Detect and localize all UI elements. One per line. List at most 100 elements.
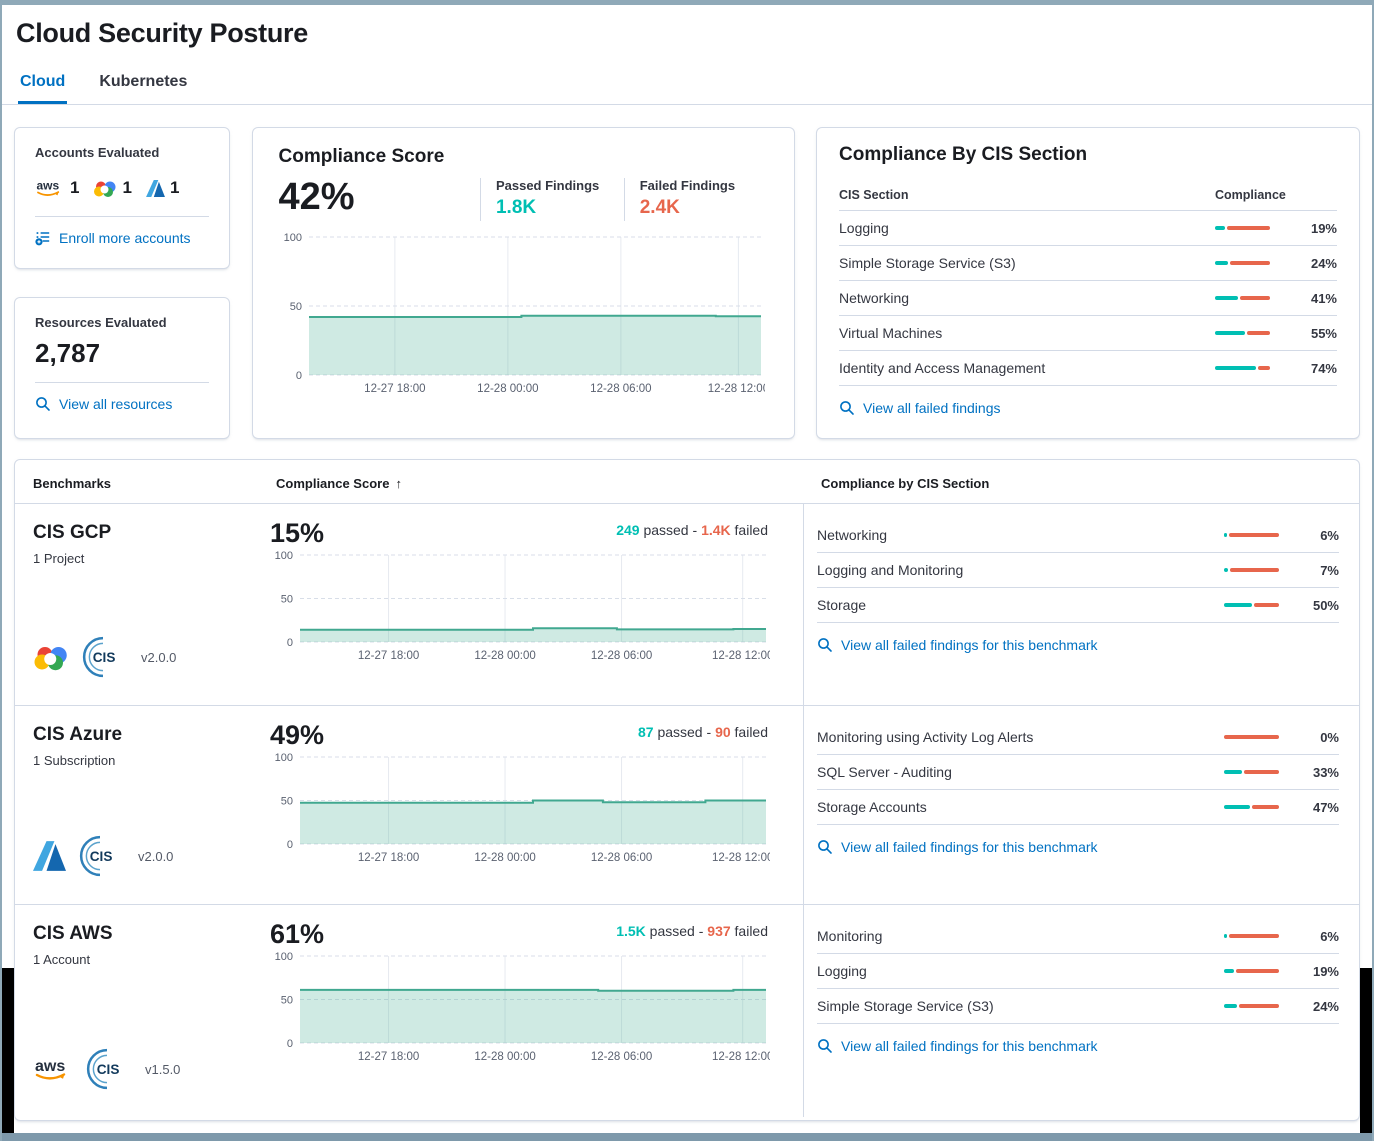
svg-text:CIS: CIS [90, 849, 113, 864]
benchmark-info: CIS GCP 1 Project CIS v2.0 [15, 504, 258, 705]
gcp-account-count: 1 [93, 178, 132, 198]
svg-text:12-28 00:00: 12-28 00:00 [474, 650, 535, 662]
compliance-bar [1224, 533, 1279, 537]
benchmark-trend-chart: 0 50 100 12-27 18:00 12-28 00:00 12-28 06:00 1… [270, 751, 803, 871]
compliance-score-chart: 0 50 100 12-27 18:00 12-28 00:00 12-28 06:00 1… [279, 231, 768, 402]
benchmark-sections-cell: Networking 6% Logging and Monitoring 7% … [803, 504, 1359, 705]
compliance-bar [1224, 735, 1279, 739]
page-title: Cloud Security Posture [16, 18, 308, 48]
table-row: Identity and Access Management 74% [839, 351, 1337, 386]
table-row: Simple Storage Service (S3) 24% [839, 246, 1337, 281]
failed-findings-value: 2.4K [639, 197, 680, 218]
svg-text:12-28 06:00: 12-28 06:00 [591, 650, 652, 662]
search-icon [36, 397, 50, 411]
compliance-bar [1224, 805, 1279, 809]
svg-text:aws: aws [35, 1058, 65, 1075]
svg-text:CIS: CIS [93, 650, 116, 665]
table-row: Networking 41% [839, 281, 1337, 316]
svg-text:100: 100 [275, 951, 293, 963]
compliance-by-cis-section-card: Compliance By CIS Section CIS Section Co… [816, 127, 1360, 439]
tab-cloud[interactable]: Cloud [18, 69, 68, 104]
svg-text:50: 50 [281, 995, 293, 1007]
view-benchmark-failed-findings-link[interactable]: View all failed findings for this benchm… [817, 1038, 1339, 1054]
compliance-bar [1224, 969, 1279, 973]
compliance-score-title: Compliance Score [278, 146, 445, 167]
svg-text:12-28 00:00: 12-28 00:00 [474, 852, 535, 864]
svg-text:12-28 12:00: 12-28 12:00 [712, 1051, 770, 1063]
compliance-bar [1215, 331, 1270, 335]
view-benchmark-failed-findings-link[interactable]: View all failed findings for this benchm… [817, 637, 1339, 653]
azure-icon [145, 179, 165, 197]
svg-text:12-27 18:00: 12-27 18:00 [358, 1051, 419, 1063]
benchmark-version: v2.0.0 [141, 649, 177, 665]
svg-text:12-28 12:00: 12-28 12:00 [712, 650, 770, 662]
window-bottom-edge [2, 1133, 1372, 1141]
compliance-bar [1224, 603, 1279, 607]
table-row: Networking 6% [817, 518, 1339, 553]
table-row: Monitoring using Activity Log Alerts 0% [817, 720, 1339, 755]
benchmark-score-cell: 49% 87 passed - 90 failed 0 50 100 12-27 18… [258, 706, 803, 904]
passed-failed-summary: 249 passed - 1.4K failed [616, 522, 768, 538]
table-row: Monitoring 6% [817, 919, 1339, 954]
svg-text:12-28 06:00: 12-28 06:00 [591, 852, 652, 864]
benchmarks-table: Benchmarks Compliance Score ↑ Compliance … [14, 459, 1360, 1121]
view-all-resources-link[interactable]: View all resources [35, 396, 209, 412]
svg-text:aws: aws [37, 179, 60, 193]
compliance-bar [1224, 1004, 1279, 1008]
benchmark-info: CIS AWS 1 Account aws CIS v1.5.0 [15, 905, 258, 1117]
cis-logo-icon: CIS [86, 1048, 119, 1090]
benchmark-subtitle: 1 Account [33, 952, 91, 967]
view-all-failed-findings-link[interactable]: View all failed findings [839, 400, 1337, 416]
svg-text:12-28 06:00: 12-28 06:00 [591, 1051, 652, 1063]
compliance-score-column-header[interactable]: Compliance Score ↑ [276, 476, 402, 491]
svg-text:12-27 18:00: 12-27 18:00 [364, 383, 425, 395]
view-benchmark-failed-findings-link[interactable]: View all failed findings for this benchm… [817, 839, 1339, 855]
benchmark-trend-chart: 0 50 100 12-27 18:00 12-28 00:00 12-28 06:00 1… [270, 950, 803, 1070]
benchmark-score-cell: 61% 1.5K passed - 937 failed 0 50 100 12-27… [258, 905, 803, 1117]
cis-section-column-header: CIS Section [839, 188, 909, 202]
svg-text:12-28 12:00: 12-28 12:00 [712, 852, 770, 864]
cis-section-column-header: Compliance by CIS Section [821, 476, 990, 491]
divider [35, 216, 209, 217]
svg-text:12-28 00:00: 12-28 00:00 [474, 1051, 535, 1063]
passed-failed-summary: 87 passed - 90 failed [637, 724, 768, 740]
benchmarks-column-header: Benchmarks [33, 476, 112, 491]
svg-text:0: 0 [295, 370, 301, 382]
gcp-icon [34, 646, 67, 670]
svg-text:12-28 06:00: 12-28 06:00 [590, 383, 651, 395]
benchmarks-table-header: Benchmarks Compliance Score ↑ Compliance … [15, 460, 1359, 504]
provider-counts: aws 1 1 [35, 173, 209, 203]
benchmark-row-cis-azure: CIS Azure 1 Subscription CIS v2.0.0 [15, 706, 1359, 905]
enroll-more-accounts-link[interactable]: Enroll more accounts [35, 230, 209, 246]
benchmark-score: 15% [270, 518, 325, 548]
compliance-bar [1224, 568, 1279, 572]
compliance-column-header: Compliance [1215, 188, 1286, 202]
divider [35, 382, 209, 383]
svg-text:50: 50 [289, 301, 301, 313]
svg-text:12-28 00:00: 12-28 00:00 [477, 383, 538, 395]
compliance-score-value: 42% [278, 176, 355, 218]
screen-artifact-right [1360, 968, 1372, 1138]
search-icon [840, 401, 854, 415]
benchmark-sections-cell: Monitoring 6% Logging 19% Simple Storage… [803, 905, 1359, 1117]
screen-artifact-left [2, 968, 14, 1138]
tab-kubernetes[interactable]: Kubernetes [99, 73, 188, 90]
fleet-add-icon [35, 232, 50, 246]
benchmark-name: CIS AWS [33, 923, 113, 944]
compliance-bar [1224, 770, 1279, 774]
table-row: Virtual Machines 55% [839, 316, 1337, 351]
benchmark-name: CIS GCP [33, 522, 112, 543]
failed-findings: Failed Findings 2.4K [623, 178, 768, 221]
benchmark-row-cis-aws: CIS AWS 1 Account aws CIS v1.5.0 [15, 905, 1359, 1117]
benchmark-score: 49% [270, 720, 325, 750]
benchmark-name: CIS Azure [33, 724, 123, 745]
svg-text:100: 100 [275, 550, 293, 562]
benchmark-info: CIS Azure 1 Subscription CIS v2.0.0 [15, 706, 258, 904]
search-icon [818, 840, 832, 854]
accounts-evaluated-card: Accounts Evaluated aws 1 [14, 127, 230, 269]
compliance-bar [1215, 261, 1270, 265]
compliance-bar [1224, 934, 1279, 938]
cis-logo-icon: CIS [79, 835, 113, 877]
aws-icon: aws [37, 179, 60, 196]
